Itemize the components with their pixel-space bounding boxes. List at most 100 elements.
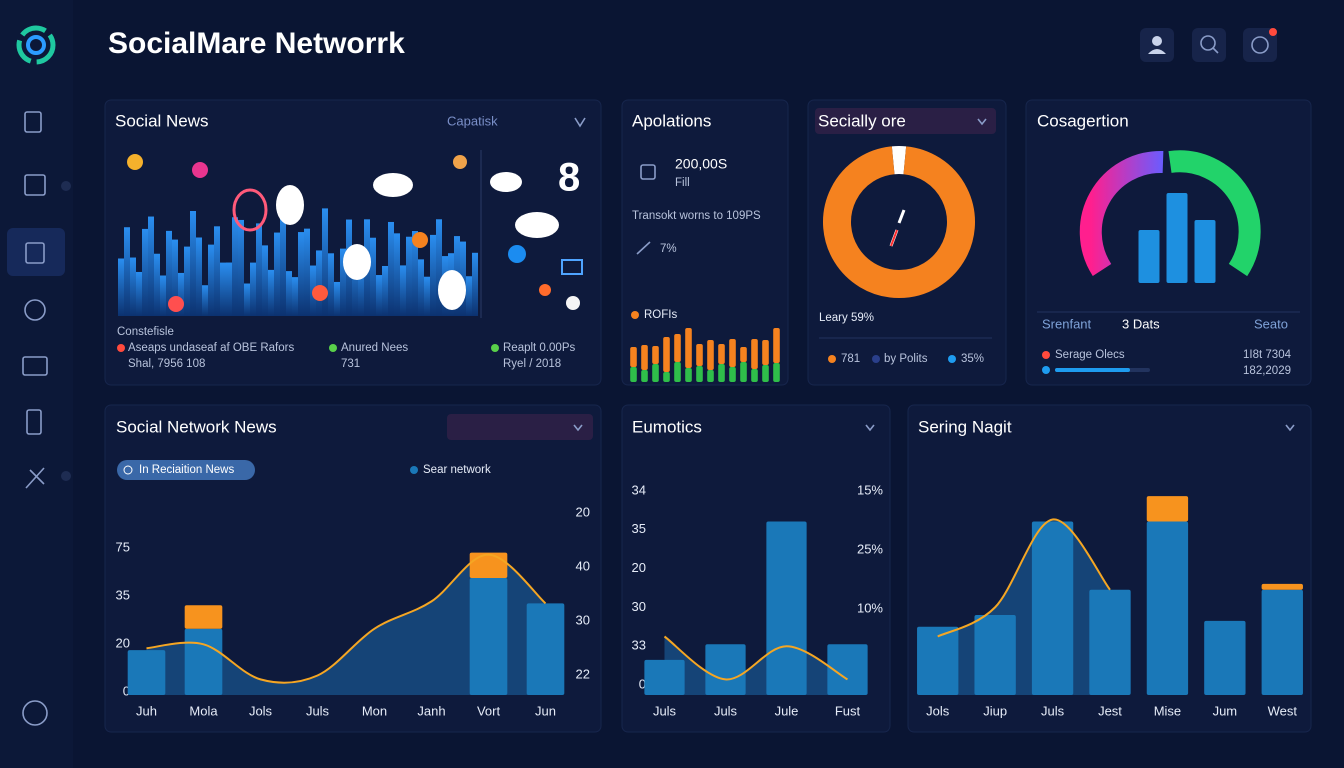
decor (376, 275, 382, 316)
bar (641, 345, 648, 370)
chevron[interactable] (865, 424, 875, 432)
bar (674, 362, 681, 382)
bar (751, 339, 758, 369)
badge (117, 460, 255, 480)
legend-dot (948, 355, 956, 363)
bar (729, 367, 736, 382)
tab[interactable]: Seato (1254, 316, 1288, 331)
x-tick-label: Juh (136, 703, 157, 718)
panel-title: Social News (115, 111, 209, 130)
decor (232, 217, 238, 316)
dropdown[interactable] (815, 108, 996, 134)
bar (766, 521, 807, 695)
tab[interactable]: Capatisk (447, 113, 498, 128)
x-tick-label: Mise (1154, 703, 1181, 718)
axis-label: 35 (116, 587, 130, 602)
donut-slice (823, 146, 975, 298)
axis-label: 40 (576, 558, 590, 573)
decor (208, 244, 214, 316)
decor (244, 283, 250, 316)
decor (256, 223, 262, 316)
bar (1166, 193, 1188, 283)
dropdown[interactable] (447, 414, 593, 440)
row-label: Serage Olecs (1055, 349, 1125, 361)
bar (469, 552, 508, 578)
bar (674, 334, 681, 362)
bar (184, 628, 223, 695)
nav-icons[interactable] (22, 111, 71, 726)
tab[interactable]: 3 Dats (1122, 316, 1160, 331)
bar (1138, 230, 1160, 283)
bar (469, 578, 508, 695)
sidebar (0, 0, 73, 768)
decor (370, 237, 376, 316)
legend-dot (1042, 351, 1050, 359)
bar (184, 605, 223, 629)
panel-title: Cosagertion (1037, 111, 1129, 130)
decor (130, 257, 136, 316)
decor (406, 236, 412, 316)
bar (740, 347, 747, 362)
nav-active (7, 228, 65, 276)
metric-note: Fill (675, 177, 690, 189)
tab[interactable]: Srenfant (1042, 316, 1092, 331)
line (146, 553, 547, 684)
legend-dot (872, 355, 880, 363)
chevron[interactable] (573, 424, 583, 432)
bar (1261, 589, 1303, 695)
legend-label: Reaplt 0.00Ps (503, 342, 575, 354)
progress-fill (1055, 368, 1130, 372)
panel-title: Eumotics (632, 417, 702, 436)
illustration: 8 (118, 150, 583, 318)
chevron[interactable] (977, 118, 987, 126)
bar (718, 344, 725, 364)
decor (298, 232, 304, 316)
legend-label: ROFIs (644, 309, 677, 321)
decor (166, 230, 172, 316)
decor (424, 276, 430, 316)
bar (685, 368, 692, 382)
legend-dot (1042, 366, 1050, 374)
decor (178, 272, 184, 316)
axis-label: 20 (116, 635, 130, 650)
bar (762, 365, 769, 382)
x-tick-label: Jule (775, 703, 799, 718)
decor (274, 232, 280, 316)
x-tick-label: Juls (306, 703, 330, 718)
decor (322, 208, 328, 316)
header-buttons[interactable] (1140, 28, 1277, 62)
bar (740, 362, 747, 382)
x-tick-label: Juls (653, 703, 677, 718)
gauge-arc (1079, 150, 1164, 276)
legend-label: Sear network (423, 464, 491, 476)
bar (773, 328, 780, 363)
chevron[interactable] (1285, 424, 1295, 432)
bar (696, 366, 703, 382)
metric: 200,00S (675, 156, 727, 172)
badge-icon (123, 465, 133, 475)
decor (280, 208, 286, 316)
bar (663, 337, 670, 372)
decor (202, 285, 208, 316)
decor (418, 259, 424, 316)
svg-text:8: 8 (558, 156, 580, 200)
decor (148, 216, 154, 316)
bar (1146, 496, 1189, 522)
axis-label: 0 (123, 683, 130, 698)
x-tick-label: Juls (1041, 703, 1065, 718)
x-tick-label: Jols (926, 703, 950, 718)
bar (974, 615, 1016, 695)
chevron[interactable] (574, 117, 586, 128)
panel-title: Secially ore (818, 111, 906, 130)
bar (630, 367, 637, 382)
x-tick-label: Fust (835, 703, 861, 718)
decor (196, 237, 202, 316)
decor (238, 219, 244, 316)
legend-detail: 731 (341, 358, 360, 370)
decor (394, 233, 400, 316)
x-tick-label: West (1268, 703, 1298, 718)
bar (696, 344, 703, 366)
bar (718, 364, 725, 382)
panel-eumotics (621, 404, 891, 733)
